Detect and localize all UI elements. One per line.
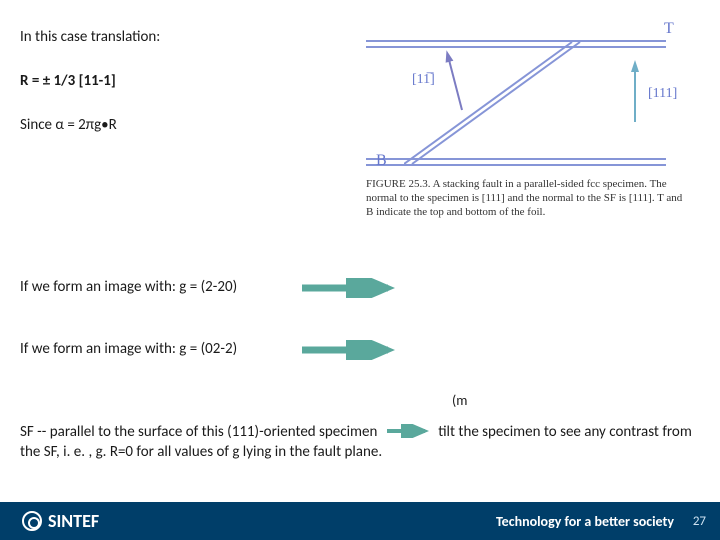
fig-arrow-a-icon xyxy=(442,50,468,116)
arrow-1-icon xyxy=(298,278,398,298)
inline-arrow-icon xyxy=(385,424,431,438)
page-number: 27 xyxy=(693,514,706,529)
slide: In this case translation: R = ± 1/3 [11-… xyxy=(0,0,720,540)
intro-text: In this case translation: xyxy=(20,28,160,46)
sf-text-a: SF -- parallel to the surface of this (1… xyxy=(20,423,377,441)
fragment-m: (m xyxy=(452,392,467,409)
logo-ring-icon xyxy=(22,511,42,531)
fig-caption: FIGURE 25.3. A stacking fault in a paral… xyxy=(366,178,686,219)
sf-paragraph: SF -- parallel to the surface of this (1… xyxy=(20,422,700,463)
r-equation: R = ± 1/3 [11-1] xyxy=(20,72,116,90)
fig-label-top: [11̅] xyxy=(412,72,435,88)
fig-label-B: B xyxy=(376,152,387,170)
figure-panel: T B [11̅] [111] FIGURE 25.3. A stacking … xyxy=(356,14,696,224)
footer-bar: SINTEF Technology for a better society 2… xyxy=(0,502,720,540)
brand-name: SINTEF xyxy=(48,510,99,532)
since-text: Since α = 2πg•R xyxy=(20,116,117,134)
image-cond-2: If we form an image with: g = (02-2) xyxy=(20,340,237,358)
fig-arrow-b-icon xyxy=(628,60,642,126)
image-cond-1: If we form an image with: g = (2-20) xyxy=(20,278,237,296)
brand-logo: SINTEF xyxy=(22,510,99,532)
fig-slant-icon xyxy=(404,40,604,166)
fig-label-right: [111] xyxy=(648,86,677,102)
fig-label-T: T xyxy=(664,20,674,38)
footer-tagline: Technology for a better society xyxy=(496,513,674,530)
arrow-2-icon xyxy=(298,340,398,360)
